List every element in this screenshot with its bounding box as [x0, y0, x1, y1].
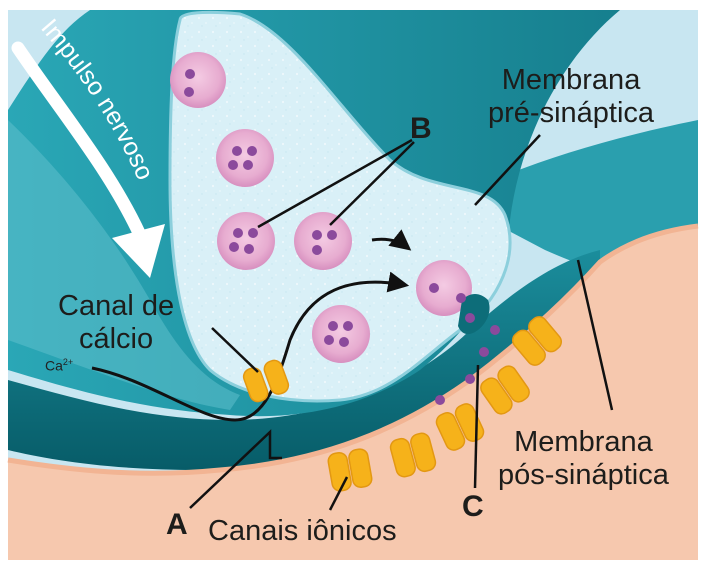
postsynaptic-cell — [8, 226, 698, 560]
axon-stripe — [8, 120, 240, 410]
calcium-channel-label-line2: cálcio — [78, 323, 154, 356]
ion-channel — [480, 365, 530, 415]
postsynaptic-label-line2: pós-sináptica — [498, 459, 669, 492]
vesicle — [217, 212, 275, 270]
vesicle — [216, 129, 274, 187]
calcium-channel — [242, 359, 290, 403]
ion-channels-label: Canais iônicos — [208, 515, 397, 547]
impulse-arrow — [11, 41, 147, 242]
leader-postsynaptic — [576, 259, 614, 411]
presynaptic-label-line2: pré-sináptica — [488, 97, 655, 130]
label-c: C — [462, 490, 484, 523]
leader-c — [473, 364, 480, 489]
exocytosis-opening — [458, 294, 490, 335]
calcium-influx-arrow — [91, 271, 410, 422]
calcium-channel-label-line1: Canal de — [58, 290, 175, 322]
vesicle-movement-arrow — [371, 229, 412, 251]
ion-channel — [511, 316, 563, 366]
leader-b-1 — [257, 138, 413, 229]
leader-calcium-channel — [211, 327, 259, 373]
vesicle — [294, 212, 352, 270]
presynaptic-label-line1: Membrana — [501, 64, 641, 96]
vesicle — [170, 52, 226, 108]
calcium-ion-charge: 2+ — [62, 357, 74, 367]
impulse-arrowhead — [112, 224, 165, 278]
postsynaptic-ion-channels — [327, 316, 563, 492]
leader-ion-channels — [328, 476, 349, 511]
calcium-channel-label: Canal de cálcio — [58, 290, 174, 357]
terminal-inner-membrane — [168, 10, 512, 403]
label-b: B — [410, 112, 432, 145]
released-neurotransmitters — [435, 293, 500, 405]
leader-a — [189, 429, 282, 509]
leader-presynaptic — [474, 134, 541, 206]
calcium-ion-symbol: Ca — [45, 357, 63, 374]
label-a: A — [166, 508, 188, 541]
ion-channel — [389, 432, 437, 478]
vesicle — [312, 305, 370, 363]
leader-b-2 — [329, 141, 415, 226]
presynaptic-membrane-label: Membrana pré-sináptica — [488, 64, 654, 131]
postsynaptic-membrane-label: Membrana pós-sináptica — [498, 426, 669, 493]
postsynaptic-label-line1: Membrana — [514, 426, 653, 458]
leader-lines — [189, 134, 614, 511]
calcium-ion-label: Ca2+ — [45, 357, 73, 374]
